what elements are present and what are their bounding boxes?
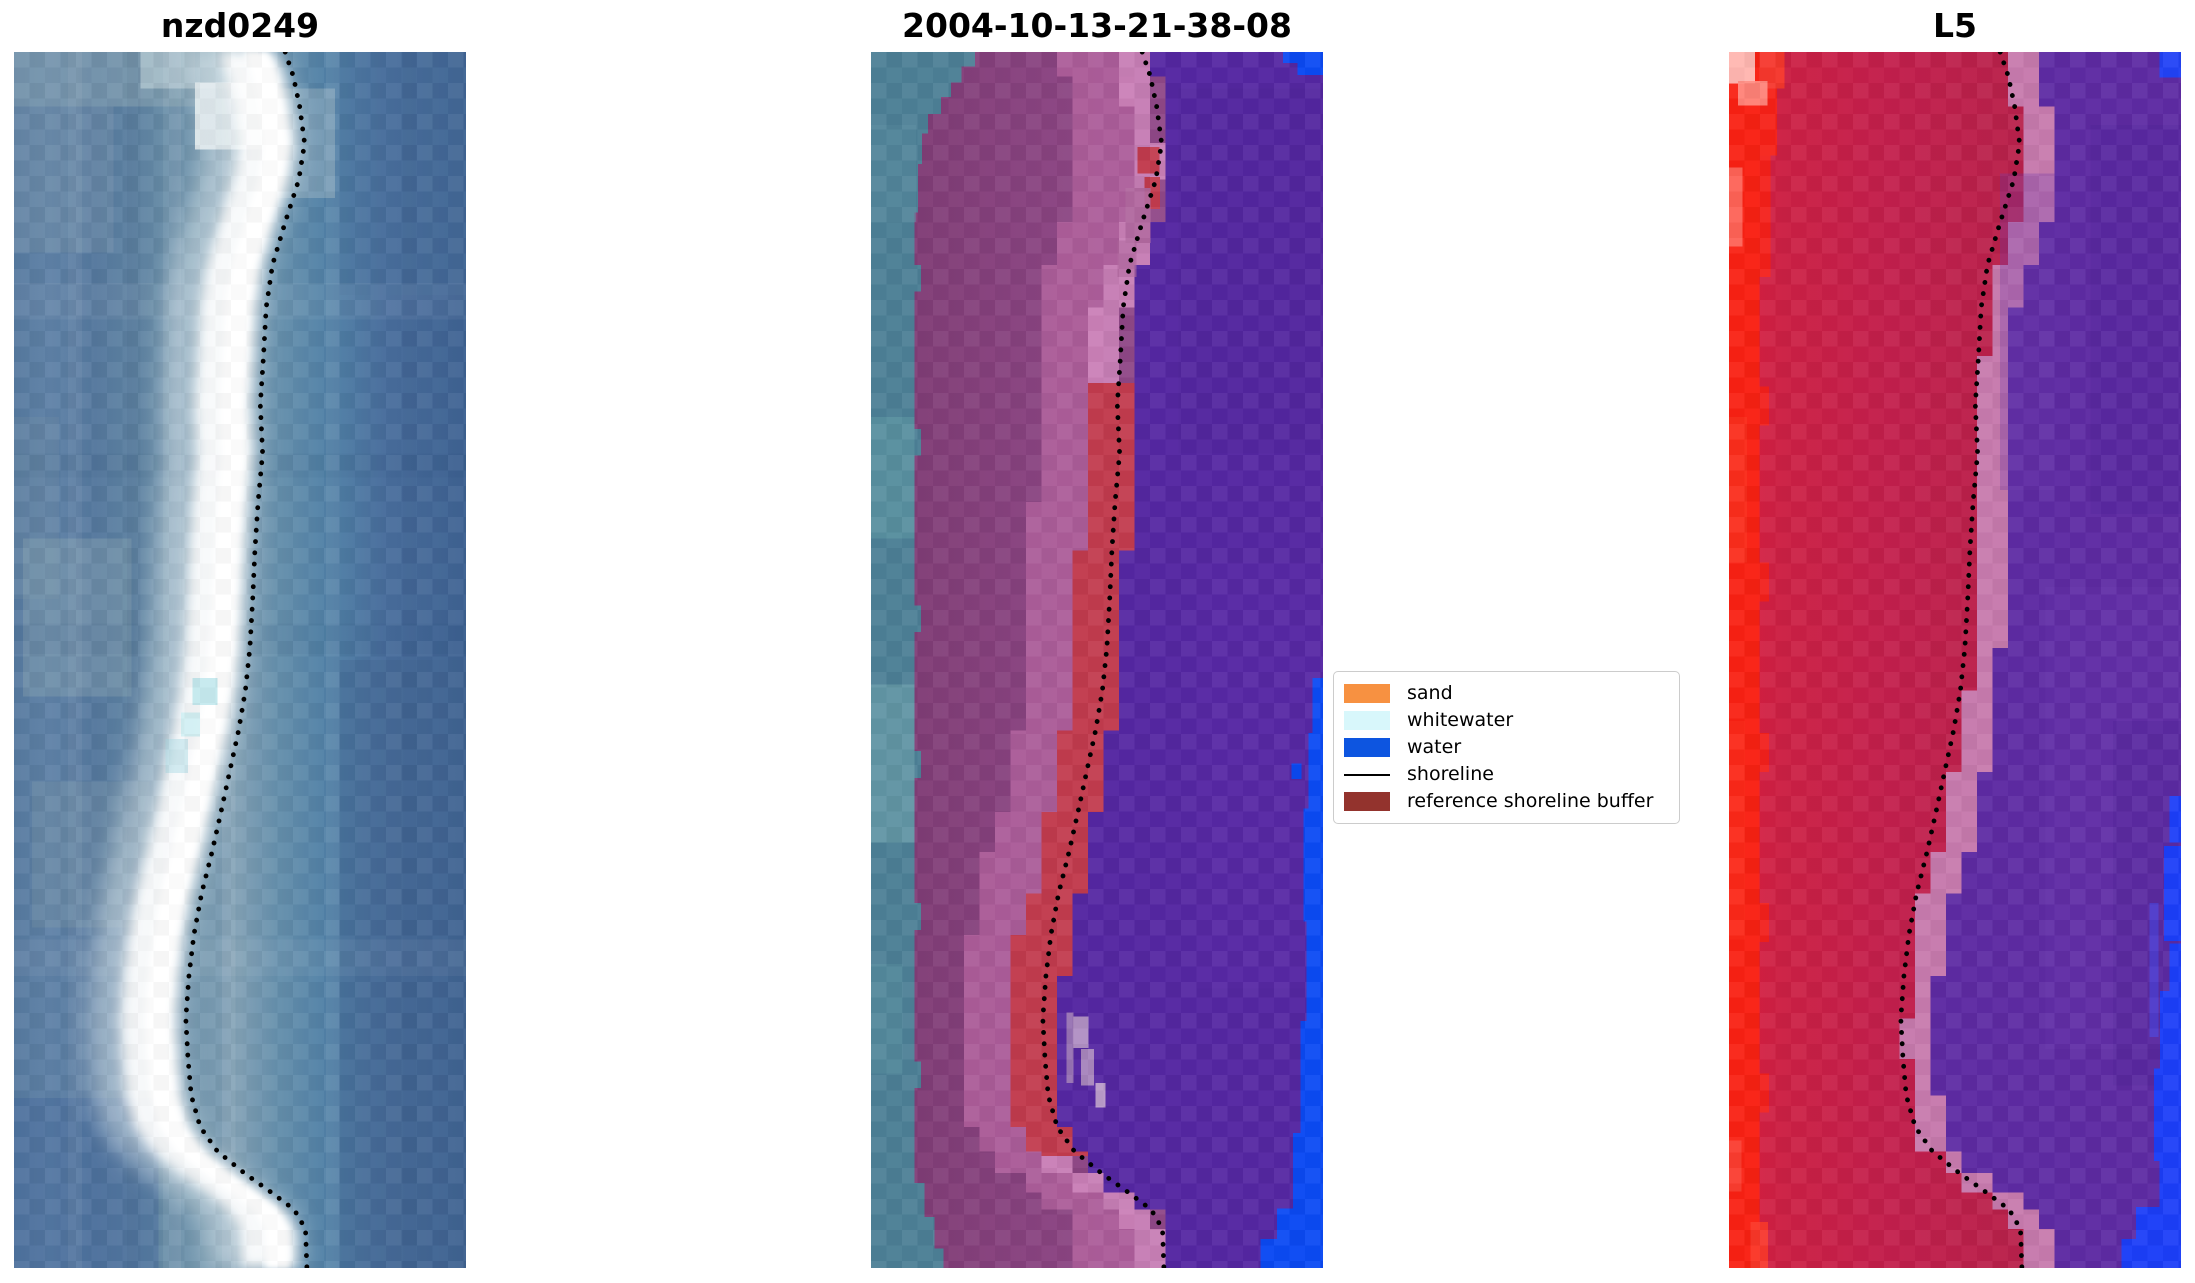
classified-image-panel — [871, 52, 1323, 1268]
legend-row-sand: sand — [1344, 680, 1669, 707]
legend-label-reference-buffer: reference shoreline buffer — [1407, 789, 1654, 812]
whitewater-swatch-icon — [1344, 711, 1390, 730]
legend-label-whitewater: whitewater — [1407, 708, 1514, 731]
panel-title-sitename: nzd0249 — [160, 6, 320, 45]
legend-label-shoreline: shoreline — [1407, 762, 1494, 785]
legend: sand whitewater water shoreline referenc… — [1333, 671, 1680, 824]
legend-row-shoreline: shoreline — [1344, 761, 1669, 788]
panel-title-date: 2004-10-13-21-38-08 — [902, 6, 1292, 45]
legend-label-water: water — [1407, 735, 1462, 758]
sand-swatch-icon — [1344, 684, 1390, 703]
index-image-panel — [1729, 52, 2181, 1268]
rgb-satellite-image-panel — [14, 52, 466, 1268]
reference-buffer-swatch-icon — [1344, 792, 1390, 811]
shoreline-line-icon — [1344, 765, 1390, 784]
water-swatch-icon — [1344, 738, 1390, 757]
legend-row-water: water — [1344, 734, 1669, 761]
legend-label-sand: sand — [1407, 681, 1453, 704]
legend-row-reference-buffer: reference shoreline buffer — [1344, 788, 1669, 815]
panel-title-satellite: L5 — [1933, 6, 1977, 45]
legend-row-whitewater: whitewater — [1344, 707, 1669, 734]
